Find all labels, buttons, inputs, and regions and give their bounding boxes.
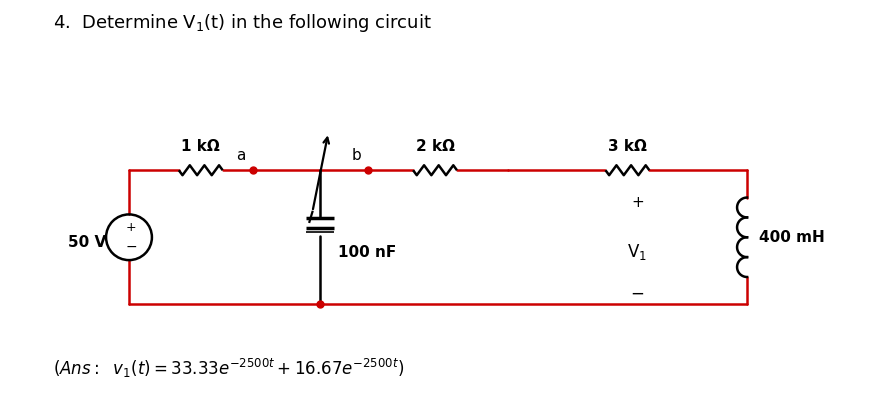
Text: $\mathit{(Ans:\ \ v_1(t) = 33.33e^{-2500t} + 16.67e^{-2500t})}$: $\mathit{(Ans:\ \ v_1(t) = 33.33e^{-2500… <box>53 357 404 381</box>
Text: 400 mH: 400 mH <box>759 230 825 245</box>
Text: 2 kΩ: 2 kΩ <box>416 139 455 154</box>
Text: a: a <box>236 148 245 163</box>
Text: 100 nF: 100 nF <box>338 245 397 260</box>
Text: V$_1$: V$_1$ <box>628 242 647 262</box>
Text: 50 V: 50 V <box>68 235 107 250</box>
Text: −: − <box>125 240 137 254</box>
Text: 4.  Determine V$_1$(t) in the following circuit: 4. Determine V$_1$(t) in the following c… <box>53 12 432 34</box>
Text: +: + <box>126 221 136 234</box>
Text: b: b <box>352 148 361 163</box>
Text: +: + <box>631 195 644 210</box>
Text: 1 kΩ: 1 kΩ <box>181 139 220 154</box>
Text: 3 kΩ: 3 kΩ <box>608 139 646 154</box>
Text: −: − <box>630 285 645 303</box>
